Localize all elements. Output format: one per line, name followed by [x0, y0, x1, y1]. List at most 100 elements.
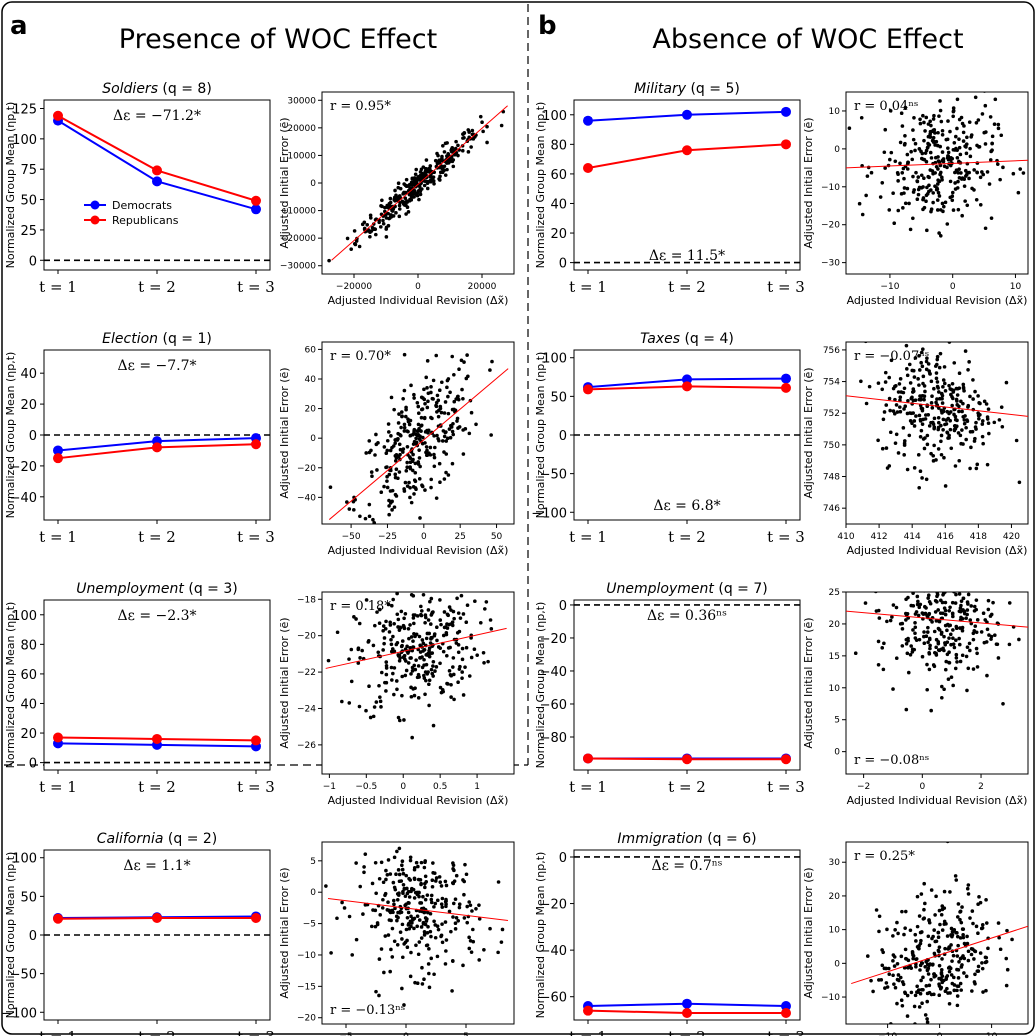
scatter-point	[451, 656, 456, 660]
scatter-point	[435, 638, 439, 643]
scatter-point	[927, 667, 932, 672]
scatter-point	[966, 592, 971, 597]
scatter-point	[407, 876, 411, 881]
scatter-point	[391, 898, 396, 903]
scatter-x-tick-label: 420	[1003, 532, 1020, 542]
panel-b-letter: b	[538, 11, 557, 41]
scatter-point	[938, 163, 943, 168]
scatter-point	[436, 569, 440, 573]
scatter-point	[450, 620, 455, 625]
scatter-point	[418, 516, 422, 520]
series-point-republicans	[781, 139, 791, 150]
delta-annotation: Δε = 6.8*	[653, 498, 720, 514]
scatter-point	[939, 439, 943, 444]
scatter-point	[396, 421, 401, 425]
scatter-point	[932, 425, 937, 429]
scatter-point	[903, 909, 908, 914]
scatter-point	[470, 909, 474, 913]
scatter-point	[957, 609, 962, 614]
scatter-point	[964, 151, 969, 156]
scatter-y-tick-label: 5	[310, 857, 316, 867]
scatter-point	[961, 139, 966, 143]
scatter-point	[887, 464, 892, 468]
scatter-point	[401, 202, 406, 206]
scatter-point	[442, 477, 447, 481]
scatter-point	[460, 646, 465, 651]
scatter-point	[895, 962, 900, 966]
scatter-point	[952, 140, 957, 145]
scatter-point	[946, 146, 950, 150]
scatter-point	[999, 133, 1004, 138]
scatter-point	[395, 943, 400, 947]
scatter-point	[908, 419, 913, 423]
scatter-point	[900, 170, 905, 175]
scatter-point	[929, 379, 934, 384]
scatter-point	[924, 367, 929, 372]
series-point-republicans	[781, 1008, 791, 1019]
scatter-point	[923, 417, 928, 421]
scatter-y-tick-label: 15	[829, 652, 840, 662]
scatter-point	[918, 588, 922, 592]
line-y-axis-label: Normalized Group Mean (ηp,t)	[4, 852, 17, 1019]
scatter-point	[885, 619, 889, 624]
scatter-point	[865, 954, 870, 958]
scatter-point	[455, 630, 460, 635]
scatter-point	[384, 235, 389, 239]
scatter-point	[889, 1022, 893, 1024]
scatter-point	[947, 608, 952, 613]
scatter-point	[912, 466, 917, 470]
scatter-point	[371, 908, 375, 912]
scatter-point	[948, 632, 953, 637]
series-point-democrats	[682, 998, 692, 1009]
scatter-point	[376, 650, 381, 655]
scatter-point	[927, 943, 932, 948]
scatter-point	[354, 239, 359, 243]
scatter-point	[391, 671, 395, 676]
scatter-point	[937, 390, 941, 394]
scatter-point	[962, 956, 967, 961]
scatter-point	[950, 194, 955, 199]
scatter-point	[384, 451, 389, 455]
scatter-point	[423, 859, 428, 863]
scatter-point	[955, 967, 959, 972]
scatter-point	[926, 596, 930, 600]
scatter-point	[499, 123, 504, 128]
scatter-point	[891, 959, 895, 963]
scatter-point	[411, 191, 416, 196]
delta-annotation: Δε = 0.7ⁿˢ	[651, 858, 722, 874]
scatter-point	[896, 179, 900, 183]
scatter-point	[408, 465, 412, 469]
scatter-point	[428, 453, 433, 457]
scatter-point	[444, 439, 449, 443]
scatter-point	[388, 620, 392, 625]
scatter-point	[864, 342, 868, 344]
scatter-point	[976, 118, 981, 122]
scatter-point	[417, 477, 422, 481]
scatter-point	[394, 642, 399, 647]
scatter-point	[893, 928, 897, 932]
scatter-point	[974, 120, 979, 125]
scatter-point	[957, 117, 962, 122]
scatter-point	[442, 574, 446, 578]
scatter-point	[920, 406, 925, 411]
scatter-point	[435, 433, 439, 438]
scatter-point	[444, 883, 449, 888]
scatter-point	[451, 665, 455, 669]
scatter-point	[409, 832, 413, 836]
series-point-republicans	[53, 913, 63, 924]
scatter-point	[874, 908, 879, 912]
scatter-x-tick-label: −2	[857, 782, 870, 792]
scatter-point	[975, 170, 979, 175]
scatter-point	[987, 431, 991, 436]
scatter-point	[914, 610, 919, 614]
scatter-point	[419, 407, 424, 412]
scatter-point	[939, 978, 944, 982]
scatter-point	[412, 428, 416, 433]
scatter-point	[935, 208, 940, 212]
scatter-point	[419, 424, 423, 428]
scatter-point	[934, 139, 939, 144]
scatter-point	[909, 149, 913, 154]
scatter-point	[885, 927, 889, 932]
scatter-point	[954, 930, 958, 935]
scatter-point	[427, 678, 432, 683]
